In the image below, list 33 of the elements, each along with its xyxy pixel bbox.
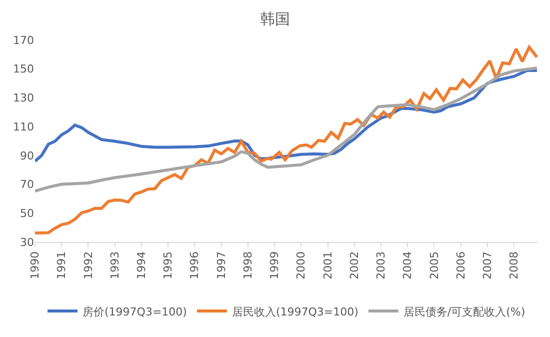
x-tick-label: 1996 xyxy=(188,251,202,280)
x-tick-label: 2000 xyxy=(294,251,308,280)
x-tick-label: 2001 xyxy=(321,251,334,280)
x-tick-label: 2006 xyxy=(454,251,468,280)
y-tick-label: 150 xyxy=(13,62,34,76)
x-tick-label: 1991 xyxy=(55,251,68,280)
legend-label: 居民债务/可支配收入(%) xyxy=(403,305,526,318)
x-tick-label: 1990 xyxy=(28,251,42,280)
y-tick-label: 50 xyxy=(20,206,34,220)
line-series xyxy=(35,66,538,193)
x-tick-label: 2003 xyxy=(374,251,388,280)
x-tick-label: 1992 xyxy=(82,251,95,280)
y-tick-label: 90 xyxy=(20,149,34,162)
x-tick-label: 2005 xyxy=(428,251,441,280)
x-tick-label: 1993 xyxy=(108,251,122,280)
y-tick-label: 170 xyxy=(13,34,34,47)
x-tick-label: 2004 xyxy=(401,251,414,280)
y-tick-label: 70 xyxy=(20,178,34,192)
x-tick-label: 1998 xyxy=(241,251,254,280)
legend-label: 居民收入(1997Q3=100) xyxy=(232,305,358,318)
x-tick-label: 2002 xyxy=(348,251,361,280)
x-tick-label: 2008 xyxy=(508,251,521,280)
y-tick-label: 30 xyxy=(20,236,34,249)
x-tick-label: 1997 xyxy=(214,251,228,280)
line-series xyxy=(35,46,538,235)
legend-label: 房价(1997Q3=100) xyxy=(82,305,187,318)
x-tick-label: 2007 xyxy=(481,251,494,280)
chart-title: 韩国 xyxy=(260,10,290,28)
y-tick-label: 130 xyxy=(13,92,34,105)
x-tick-label: 1994 xyxy=(135,251,148,280)
x-tick-label: 1999 xyxy=(268,251,282,280)
y-tick-label: 110 xyxy=(13,120,34,134)
x-tick-label: 1995 xyxy=(162,251,175,280)
